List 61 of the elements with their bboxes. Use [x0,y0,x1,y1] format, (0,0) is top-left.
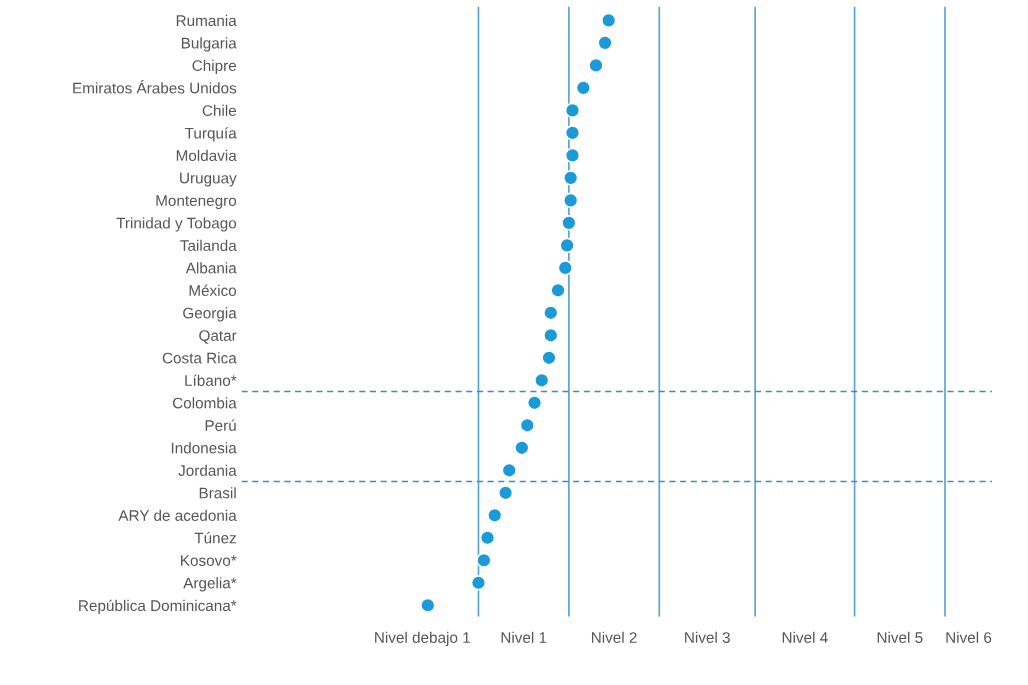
point [562,192,579,209]
y-tick-label: ARY de acedonia [118,509,237,521]
text: Nivel 5 [877,631,923,643]
point [497,484,514,501]
y-tick-label: Costa Rica [162,352,237,364]
point [470,574,487,591]
y-tick-label: República Dominicana* [79,599,237,615]
y-tick-label: Trinidad y Tobago [116,217,237,232]
point [501,462,517,479]
point [533,372,550,389]
y-tick-label: Kosovo* [181,555,237,566]
y-tick-label: Colombia [172,397,237,409]
y-tick-label: Bulgaria [181,37,237,52]
y-tick-label: Uruguay [180,172,237,187]
point [561,215,577,231]
y-tick-label: Montenegro [156,195,237,210]
point [476,552,492,569]
point [479,529,496,546]
point [564,147,581,164]
text: Nivel 6 [946,631,992,643]
y-tick-label: México [189,284,237,296]
point [526,395,543,411]
y-tick-label: Indonesia [171,442,237,454]
y-tick-label: Túnez [194,532,236,544]
y-tick-label: Líbano* [185,374,237,386]
point [564,102,581,119]
point [562,170,579,186]
text: Nivel 2 [591,631,637,643]
point [588,57,604,74]
y-tick-label: Brasil [199,487,236,499]
point [559,237,575,254]
y-tick-label: Emiratos Árabes Unidos [73,80,237,94]
y-tick-label: Moldavia [176,149,237,162]
point [550,282,566,299]
text: Nivel 1 [501,631,547,643]
y-tick-label: Argelia* [183,577,237,592]
point [543,305,559,321]
point [519,417,536,434]
point [564,125,581,141]
y-tick-label: Chipre [192,59,237,75]
point [597,35,613,51]
y-tick-label: Chile [202,104,237,117]
y-tick-label: Perú [205,419,236,431]
point [543,327,559,344]
point [541,350,557,366]
y-tick-label: Turquía [184,127,237,142]
y-tick-label: Rumania [176,14,237,27]
point [486,507,503,524]
y-tick-label: Jordania [178,464,237,476]
y-tick-label: Tailanda [180,239,237,251]
point [575,80,592,96]
text: Nivel 3 [685,631,730,643]
point [600,12,617,29]
point [514,439,530,456]
text: Nivel 4 [782,631,828,643]
point [420,597,436,614]
text: Nivel debajo 1 [375,631,470,646]
point [557,260,574,276]
y-tick-label: Qatar [199,330,237,344]
y-tick-label: Albania [185,262,237,274]
y-tick-label: Georgia [183,307,237,322]
